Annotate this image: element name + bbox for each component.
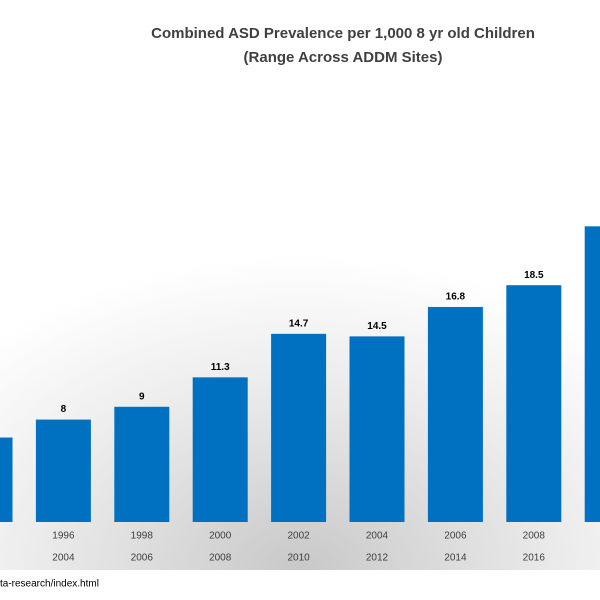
x-tick-label: 2000 <box>209 531 232 542</box>
x-tick-label: 2008 <box>523 531 546 542</box>
x-tick-label: 2004 <box>52 553 75 564</box>
x-tick-label: 2012 <box>366 553 389 564</box>
x-tick-label: 1996 <box>52 531 75 542</box>
chart-subtitle: (Range Across ADDM Sites) <box>244 49 443 66</box>
x-tick-label: 2004 <box>366 531 389 542</box>
value-label: 14.7 <box>289 318 309 329</box>
bar <box>506 285 562 522</box>
x-tick-label: 2006 <box>444 531 467 542</box>
bar <box>114 406 170 522</box>
value-label: 14.5 <box>367 321 387 332</box>
bar <box>427 306 483 522</box>
bar <box>35 419 91 522</box>
value-label: 9 <box>139 391 145 402</box>
x-tick-label: 1998 <box>131 531 154 542</box>
x-tick-label: 2002 <box>287 531 310 542</box>
bar <box>0 437 13 522</box>
bar <box>584 226 600 522</box>
value-label: 8 <box>61 404 67 415</box>
source: ta-research/index.html <box>0 579 99 590</box>
bar <box>192 377 248 522</box>
value-label: 18.5 <box>524 270 544 281</box>
plot: 8 1996 2004 9 1998 2006 11.3 2000 2008 14.7 2002 20… <box>0 226 600 564</box>
bar <box>271 333 327 522</box>
bar <box>349 336 405 522</box>
x-tick-label: 2006 <box>131 553 154 564</box>
chart-title: Combined ASD Prevalence per 1,000 8 yr o… <box>151 25 535 42</box>
x-tick-label: 2010 <box>287 553 310 564</box>
x-tick-label: 2014 <box>444 553 467 564</box>
x-tick-label: 2016 <box>523 553 546 564</box>
value-label: 11.3 <box>211 362 230 373</box>
value-label: 16.8 <box>446 292 466 303</box>
x-tick-label: 2008 <box>209 553 232 564</box>
